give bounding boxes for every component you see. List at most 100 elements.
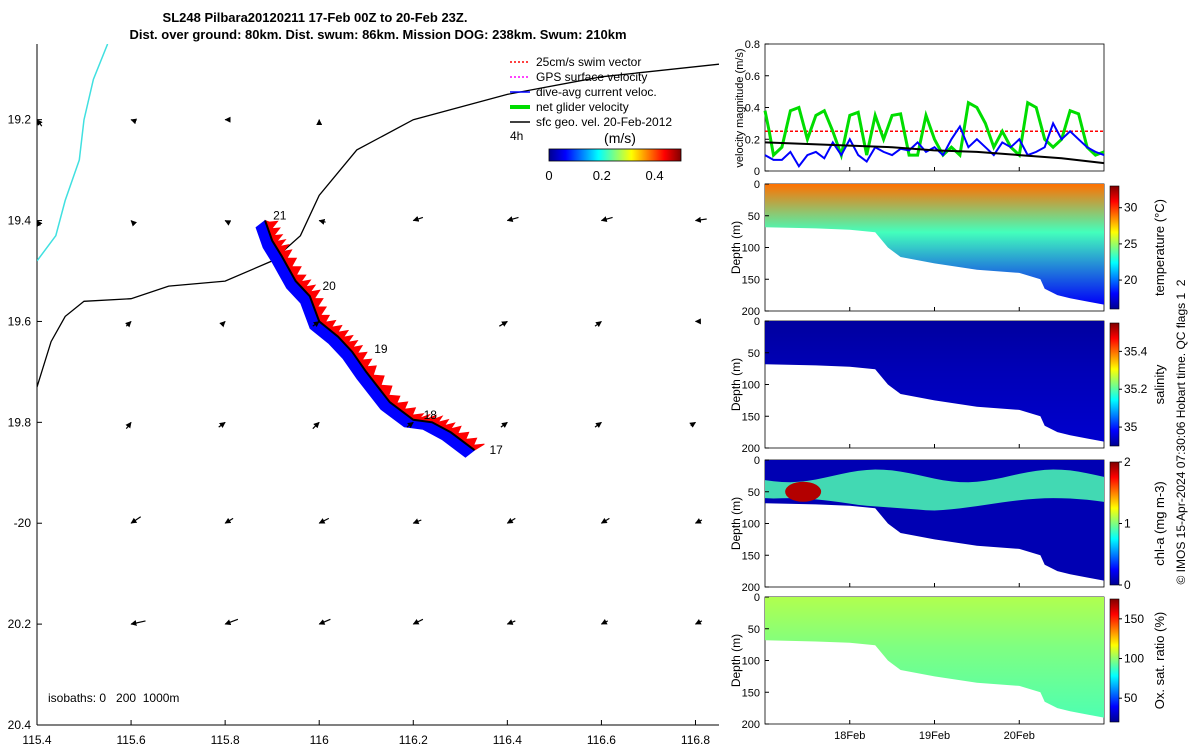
temperature-section-ylabel: Depth (m): [729, 221, 743, 274]
current-vector-arrow-32: [130, 620, 146, 626]
speed-colorbar-tick: 0: [545, 168, 552, 183]
current-vector-arrow-4: [37, 220, 43, 227]
salinity-section-colorbar-label: salinity: [1152, 364, 1167, 404]
velocity-y-tick-label: 0.8: [745, 39, 760, 51]
temperature-section-water-column: [765, 184, 1104, 305]
map-x-tick-label: 116.6: [587, 733, 616, 747]
current-vector-arrow-21: [406, 421, 414, 428]
legend-label-1: GPS surface velocity: [536, 70, 647, 84]
current-vector-arrow-24: [689, 421, 696, 428]
chlorophyll-section-y-tick-label: 100: [742, 519, 760, 531]
current-vector-arrow-19: [218, 421, 226, 428]
map-y-tick-label: 20.2: [8, 617, 32, 631]
glider-track-line: [264, 220, 476, 451]
oxygen-section-colorbar-tick-label: 100: [1124, 652, 1144, 666]
velocity-series-2: [764, 120, 1105, 168]
map-x-tick-label: 115.4: [22, 733, 51, 747]
current-vector-arrow-7: [318, 218, 326, 225]
salinity-section-y-tick-label: 200: [742, 443, 760, 455]
temperature-section-colorbar-tick-label: 20: [1124, 273, 1138, 287]
current-vector-arrow-11: [694, 216, 707, 223]
chlorophyll-section-y-tick-label: 200: [742, 582, 760, 594]
current-vector-arrow-10: [600, 216, 613, 222]
oxygen-section-panel: 0 50 100 150 200 Depth (m) 50 100 150 Ox. sat. ra…: [729, 592, 1167, 742]
day-label-18: 18: [424, 408, 438, 422]
oxygen-section-y-tick-label: 200: [742, 719, 760, 731]
current-vector-arrow-30: [600, 517, 610, 524]
map-y-tick-label: 19.4: [8, 214, 32, 228]
oxygen-section-y-tick-label: 150: [742, 687, 760, 699]
velocity-panel: 0 0.2 0.4 0.6 0.8 velocity magnitude (m/s): [734, 39, 1105, 178]
map-y-tick-label: 20.4: [8, 718, 32, 732]
chlorophyll-section-y-tick-label: 150: [742, 550, 760, 562]
temperature-section-colorbar-label: temperature (°C): [1152, 199, 1167, 296]
speed-colorbar-tick: 0.4: [646, 168, 664, 183]
map-x-tick-label: 115.8: [211, 733, 240, 747]
oxygen-section-ylabel: Depth (m): [729, 634, 743, 687]
isobaths-label: isobaths: 0 200 1000m: [48, 691, 179, 705]
temperature-section-y-tick-label: 100: [742, 243, 760, 255]
velocity-y-tick-label: 0.6: [745, 71, 760, 83]
oxygen-section-y-tick-label: 100: [742, 656, 760, 668]
chlorophyll-section-panel: 0 50 100 150 200 Depth (m) 0 1 2 chl-a (mg m-3): [729, 455, 1167, 594]
salinity-section-y-tick-label: 0: [754, 316, 760, 328]
legend-time-label: 4h: [510, 129, 523, 143]
current-vector-arrow-12: [125, 321, 132, 328]
current-vector-arrow-16: [594, 320, 602, 328]
chlorophyll-section-colorbar-tick-label: 0: [1124, 578, 1131, 592]
map-x-tick-label: 116: [310, 733, 329, 747]
chlorophyll-section-ylabel: Depth (m): [729, 497, 743, 550]
current-vector-arrow-1: [130, 118, 138, 125]
chlorophyll-section-colorbar: [1109, 461, 1120, 586]
oxygen-section-colorbar-tick-label: 50: [1124, 691, 1138, 705]
map-y-tick-label: 19.2: [8, 113, 32, 127]
temperature-section-panel: 0 50 100 150 200 Depth (m) 20 25 30 temperature (…: [729, 179, 1167, 318]
current-vector-arrow-28: [412, 518, 422, 524]
legend-label-2: dive-avg current veloc.: [536, 85, 657, 99]
oxygen-section-x-tick-label: 18Feb: [834, 730, 865, 742]
chlorophyll-section-y-tick-label: 50: [748, 487, 760, 499]
current-vector-arrow-0: [37, 119, 43, 127]
oxygen-section-x-tick-label: 19Feb: [919, 730, 950, 742]
oxygen-section-colorbar-label: Ox. sat. ratio (%): [1152, 612, 1167, 710]
temperature-section-y-tick-label: 50: [748, 211, 760, 223]
map-x-tick-label: 116.8: [681, 733, 710, 747]
current-vector-arrow-23: [594, 421, 602, 428]
current-vector-arrow-35: [412, 618, 424, 625]
oxygen-section-water-column: [765, 597, 1104, 718]
oxygen-section-colorbar: [1109, 598, 1120, 723]
chlorophyll-section-y-tick-label: 0: [754, 455, 760, 467]
salinity-section-y-tick-label: 50: [748, 348, 760, 360]
map-x-tick-label: 116.2: [399, 733, 428, 747]
salinity-section-ylabel: Depth (m): [729, 358, 743, 411]
temperature-section-colorbar-tick-label: 30: [1124, 201, 1138, 215]
chlorophyll-section-chlorophyll-maximum: [765, 469, 1104, 511]
current-vector-arrow-20: [312, 421, 320, 430]
velocity-y-tick-label: 0.4: [745, 103, 760, 115]
salinity-section-colorbar-tick-label: 35.2: [1124, 382, 1148, 396]
figure-title-line1: SL248 Pilbara20120211 17-Feb 00Z to 20-F…: [163, 10, 468, 25]
map-x-tick-label: 116.4: [493, 733, 522, 747]
temperature-section-y-tick-label: 200: [742, 306, 760, 318]
current-vector-arrow-37: [600, 619, 609, 625]
current-vector-arrow-33: [224, 618, 239, 626]
imos-credit: © IMOS 15-Apr-2024 07:30:06 Hobart time.…: [1174, 279, 1188, 584]
chlorophyll-section-colorbar-tick-label: 2: [1124, 455, 1131, 469]
legend-label-3: net glider velocity: [536, 100, 629, 114]
salinity-section-colorbar-tick-label: 35.4: [1124, 344, 1148, 358]
current-vector-arrow-36: [506, 619, 516, 625]
current-vector-arrow-18: [125, 421, 132, 430]
salinity-section-y-tick-label: 100: [742, 380, 760, 392]
temperature-section-colorbar-tick-label: 25: [1124, 237, 1138, 251]
day-label-17: 17: [489, 443, 503, 457]
current-vector-arrow-22: [500, 421, 508, 428]
oxygen-section-y-tick-label: 0: [754, 592, 760, 604]
oxygen-section-x-tick-label: 20Feb: [1004, 730, 1035, 742]
day-label-19: 19: [374, 342, 388, 356]
velocity-series-3: [764, 141, 1105, 165]
current-vector-arrow-13: [219, 321, 226, 328]
speed-colorbar: (m/s) 0 0.2 0.4: [545, 130, 682, 183]
map-x-tick-label: 115.6: [116, 733, 145, 747]
